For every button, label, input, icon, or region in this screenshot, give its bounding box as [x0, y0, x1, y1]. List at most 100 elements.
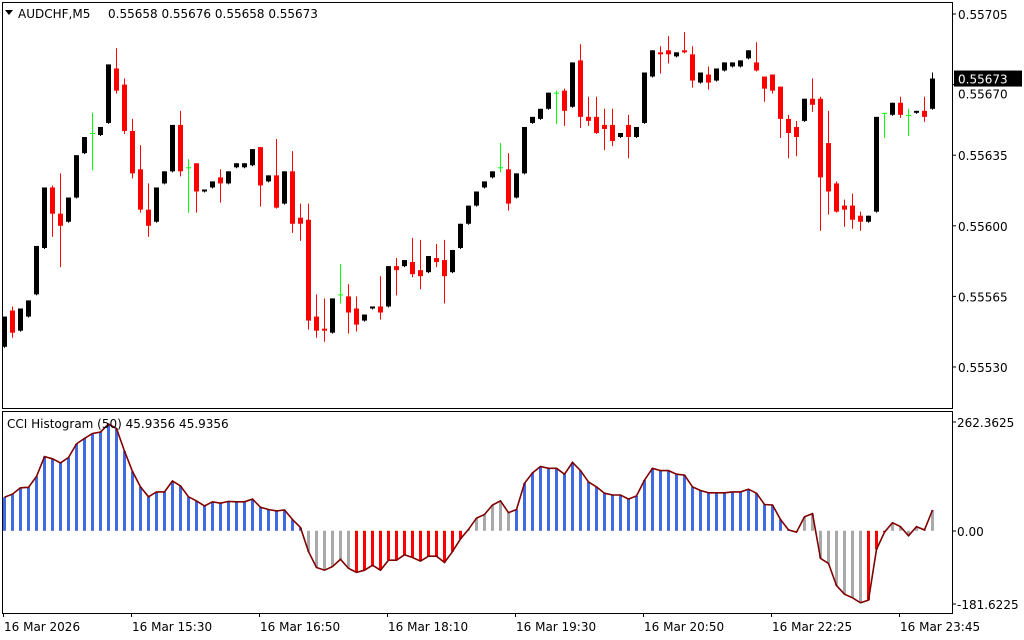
candle: [890, 102, 895, 116]
cci-bar: [75, 443, 78, 531]
cci-zero-label: 0.00: [957, 525, 984, 539]
candle-body: [514, 173, 519, 198]
price-axis: 0.55705 0.55670 0.55635 0.55600 0.55565 0.555…: [952, 8, 1022, 375]
cci-bar: [843, 530, 846, 595]
cci-bar: [35, 476, 38, 531]
cci-bar: [651, 468, 654, 531]
cci-bar: [515, 509, 518, 531]
candle: [746, 50, 751, 60]
candle-body: [146, 209, 151, 226]
cci-bar: [675, 474, 678, 531]
candle: [418, 239, 423, 290]
candle: [354, 296, 359, 332]
cci-bar: [107, 423, 110, 531]
cci-bar: [587, 481, 590, 531]
candle-body: [58, 213, 63, 226]
candle: [930, 72, 935, 110]
candle-body: [834, 183, 839, 212]
candle-body: [714, 68, 719, 81]
cci-bar: [611, 495, 614, 531]
time-label: 16 Mar 2026: [4, 620, 80, 634]
candle-body: [10, 310, 15, 333]
cci-bar: [195, 500, 198, 531]
candle: [906, 108, 911, 137]
candle: [594, 96, 599, 135]
candle-body: [226, 171, 231, 184]
candle-body: [282, 171, 287, 204]
candle: [322, 298, 327, 342]
candle-body: [482, 181, 487, 188]
candle-body: [818, 98, 823, 178]
chart-menu-triangle-icon[interactable]: [5, 10, 13, 15]
candle: [50, 185, 55, 237]
candle-body: [698, 72, 703, 83]
cci-bar: [59, 462, 62, 531]
candle-body: [98, 126, 103, 136]
cci-bar: [251, 499, 254, 531]
candle: [10, 306, 15, 338]
candle: [898, 96, 903, 118]
price-label: 0.55530: [958, 361, 1008, 375]
cci-bar: [363, 530, 366, 571]
cci-bar: [51, 458, 54, 531]
candle: [738, 60, 743, 68]
candle-body: [322, 328, 327, 331]
candle: [138, 145, 143, 213]
cci-bar: [235, 501, 238, 531]
candle-body: [738, 60, 743, 67]
candle-body: [682, 50, 687, 53]
cci-bar: [507, 512, 510, 531]
time-label: 16 Mar 23:45: [900, 620, 980, 634]
candle: [506, 153, 511, 211]
candle: [706, 66, 711, 90]
cci-bar: [91, 433, 94, 531]
candle: [130, 118, 135, 179]
cci-max-label: 262.3625: [957, 416, 1014, 430]
candle: [850, 193, 855, 229]
candle-body: [586, 116, 591, 121]
candle: [250, 149, 255, 167]
time-label: 16 Mar 19:30: [516, 620, 596, 634]
cci-bar: [859, 530, 862, 603]
candle: [722, 62, 727, 72]
candle-body: [434, 258, 439, 263]
candle-body: [34, 245, 39, 295]
candle-body: [658, 52, 663, 55]
cci-bar: [563, 474, 566, 531]
candle-body: [114, 68, 119, 91]
candle-body: [842, 205, 847, 210]
candle: [658, 46, 663, 74]
candle-body: [506, 169, 511, 204]
cci-bar: [3, 497, 6, 531]
candle: [402, 260, 407, 268]
candle-body: [306, 219, 311, 321]
candle: [378, 276, 383, 320]
cci-bar: [355, 530, 358, 573]
candle-body: [690, 54, 695, 81]
cci-bar: [347, 530, 350, 569]
candle: [122, 78, 127, 135]
candle: [834, 181, 839, 213]
candle: [610, 108, 615, 147]
candles-layer: [2, 32, 935, 348]
cci-bar: [83, 438, 86, 531]
cci-bar: [827, 530, 830, 564]
cci-bar: [779, 519, 782, 531]
candle-body: [474, 191, 479, 206]
candle-body: [898, 102, 903, 115]
cci-bar: [331, 530, 334, 567]
cci-bar: [683, 475, 686, 531]
candle-body: [722, 62, 727, 71]
candle-body: [874, 116, 879, 212]
cci-bar: [571, 462, 574, 531]
candle: [866, 215, 871, 223]
candle-body: [74, 155, 79, 198]
candle: [370, 306, 375, 310]
cci-bar: [715, 492, 718, 531]
cci-bar: [931, 510, 934, 531]
cci-bar: [851, 530, 854, 598]
cci-bar: [179, 485, 182, 531]
candle-body: [930, 78, 935, 109]
candle-body: [826, 143, 831, 192]
